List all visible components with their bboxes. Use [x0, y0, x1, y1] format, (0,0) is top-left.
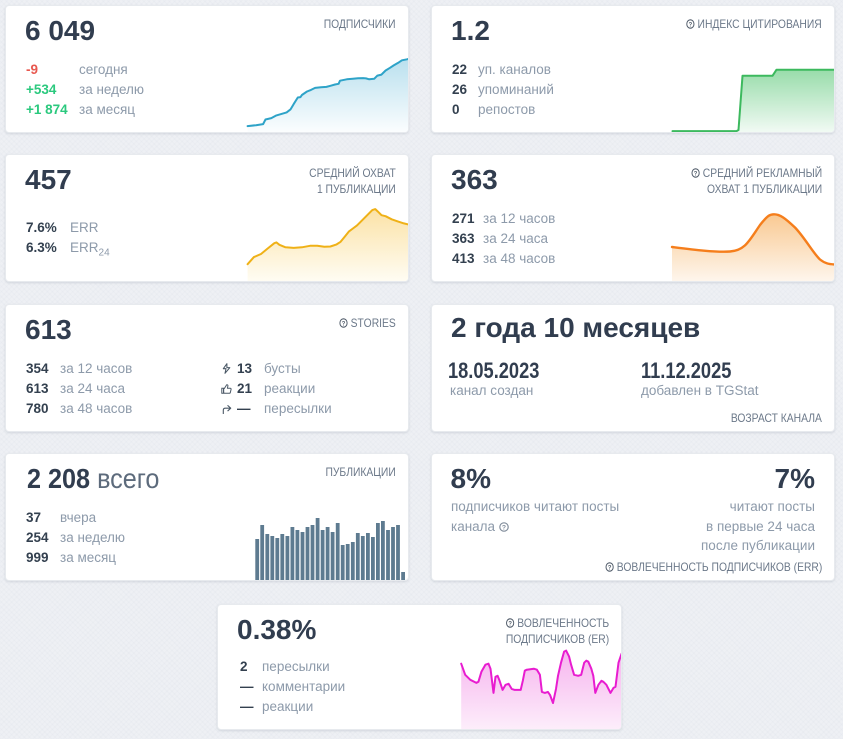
svg-text:?: ?: [342, 320, 346, 328]
svg-text:?: ?: [608, 564, 612, 572]
svg-text:?: ?: [689, 21, 693, 29]
svg-text:?: ?: [508, 620, 512, 628]
svg-text:?: ?: [502, 524, 506, 531]
svg-text:?: ?: [694, 170, 698, 178]
